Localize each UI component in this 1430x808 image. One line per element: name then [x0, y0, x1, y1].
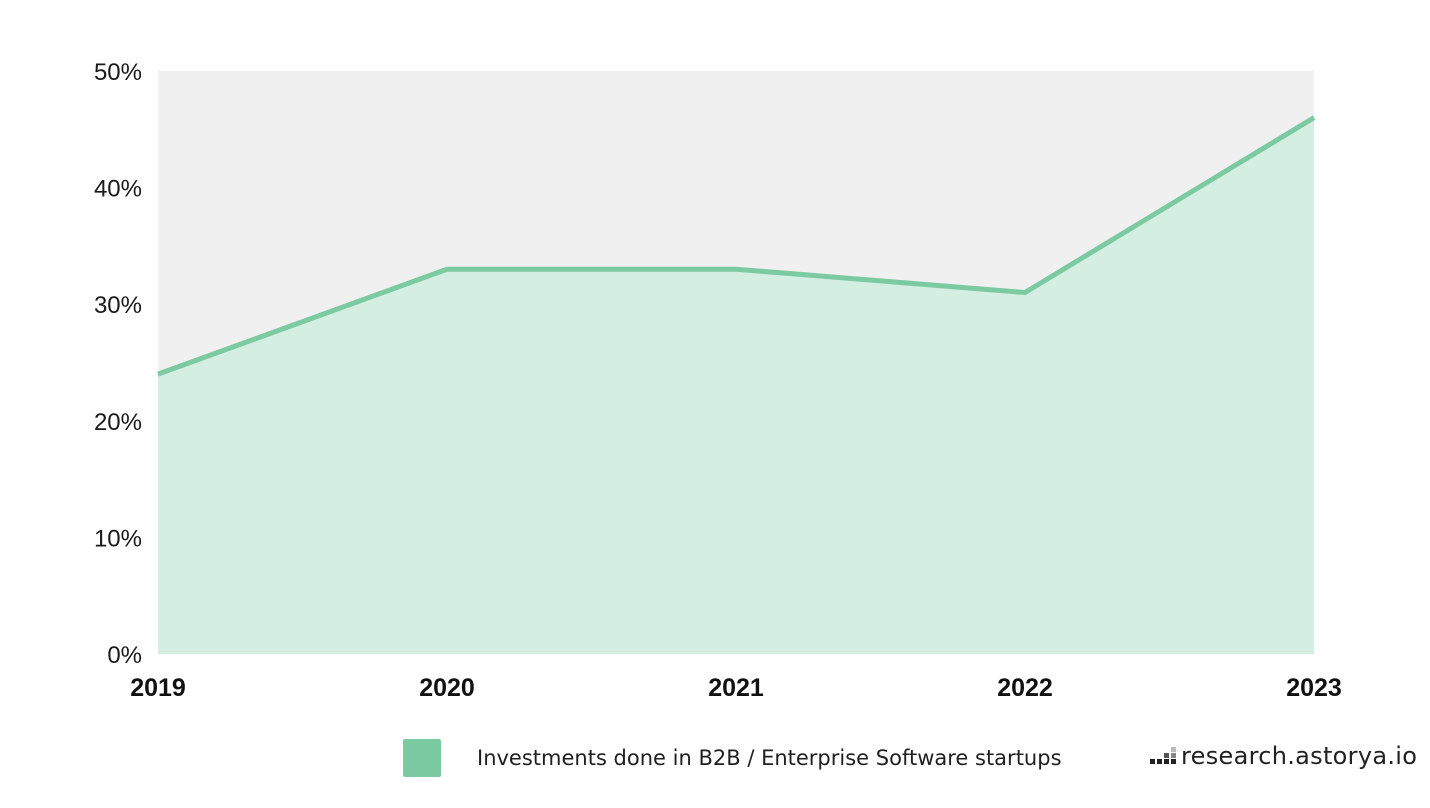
x-tick-label: 2023 [1286, 674, 1342, 702]
x-axis-ticks: 2019 2020 2021 2022 2023 [130, 674, 1342, 702]
y-tick-label: 10% [94, 525, 142, 552]
x-tick-label: 2019 [130, 674, 186, 702]
y-tick-label: 30% [94, 292, 142, 319]
x-tick-label: 2020 [419, 674, 475, 702]
y-axis-ticks: 0% 10% 20% 30% 40% 50% [94, 59, 142, 669]
legend: Investments done in B2B / Enterprise Sof… [403, 739, 1062, 777]
y-tick-label: 40% [94, 176, 142, 203]
brand-watermark: research.astorya.io [1150, 742, 1417, 770]
brand-text: research.astorya.io [1181, 742, 1418, 770]
y-tick-label: 20% [94, 409, 142, 436]
y-tick-label: 50% [94, 59, 142, 86]
legend-swatch [403, 739, 441, 777]
area-chart: 0% 10% 20% 30% 40% 50% 2019 2020 2021 2022 2023 [94, 59, 1342, 702]
bar-blocks-icon [1150, 747, 1176, 764]
series-line [157, 115, 1316, 377]
y-tick-label: 0% [107, 642, 142, 669]
series-area-fill [158, 117, 1314, 654]
x-tick-label: 2022 [997, 674, 1053, 702]
legend-label: Investments done in B2B / Enterprise Sof… [477, 746, 1062, 770]
x-tick-label: 2021 [708, 674, 764, 702]
